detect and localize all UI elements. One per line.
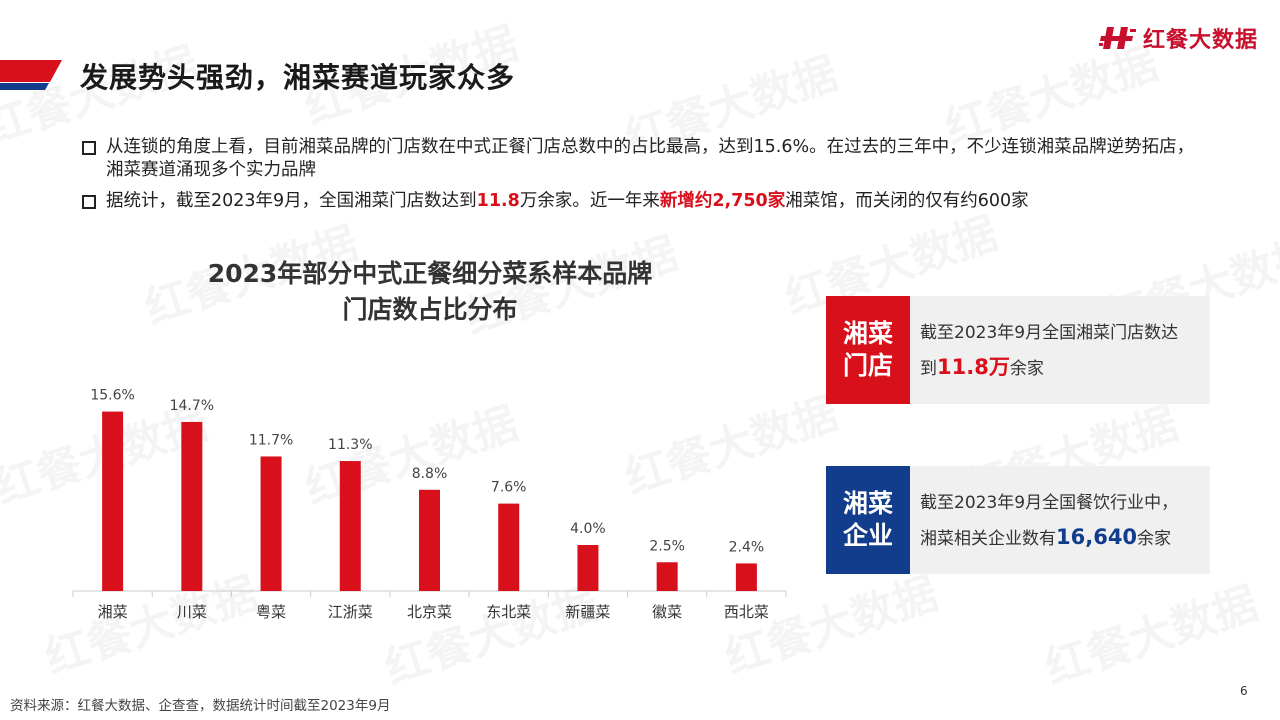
card-line2: 湘菜相关企业数有16,640余家 <box>920 520 1206 556</box>
category-label: 新疆菜 <box>565 603 610 621</box>
info-card-stores: 湘菜 门店 截至2023年9月全国湘菜门店数达 到11.8万余家 <box>826 296 1210 404</box>
bullet-item: 从连锁的角度上看，目前湘菜品牌的门店数在中式正餐门店总数中的占比最高，达到15.… <box>80 136 1210 182</box>
bar <box>181 421 203 591</box>
card-tag: 湘菜 门店 <box>826 296 910 404</box>
card-text: 截至2023年9月全国湘菜门店数达 到11.8万余家 <box>920 316 1206 386</box>
card-number: 16,640 <box>1056 525 1138 549</box>
card-line1: 截至2023年9月全国餐饮行业中， <box>920 493 1179 513</box>
card-tag-line2: 企业 <box>842 521 893 550</box>
bar <box>577 545 599 591</box>
bar <box>498 503 520 591</box>
category-label: 徽菜 <box>652 603 682 621</box>
card-line2-pre: 到 <box>920 359 937 379</box>
bar-value-label: 8.8% <box>412 466 448 482</box>
category-label: 粤菜 <box>256 603 286 621</box>
bar-value-label: 14.7% <box>170 398 214 414</box>
bullet-number: 11.8 <box>476 191 520 211</box>
bar-value-label: 11.3% <box>328 437 372 453</box>
card-line2-post: 余家 <box>1009 359 1044 379</box>
card-tag-line1: 湘菜 <box>842 489 893 518</box>
card-line2: 到11.8万余家 <box>920 350 1206 386</box>
category-label: 西北菜 <box>724 603 769 621</box>
chart-title: 2023年部分中式正餐细分菜系样本品牌 门店数占比分布 <box>110 256 750 328</box>
square-bullet-icon <box>82 141 96 155</box>
bar <box>656 562 678 591</box>
bar <box>735 563 757 591</box>
bar <box>419 489 440 591</box>
card-tag-line2: 门店 <box>842 351 893 380</box>
bar-chart: 15.6% 湘菜 14.7% 川菜 11.7% 粤菜 11.3% 江浙菜 8.8% 北京菜 7.6%… <box>72 388 787 621</box>
chart-title-line2: 门店数占比分布 <box>342 295 518 324</box>
bar-value-label: 2.4% <box>729 539 765 555</box>
bar-value-label: 7.6% <box>491 480 527 496</box>
bar <box>339 461 361 591</box>
card-number: 11.8万 <box>937 355 1010 379</box>
page-number: 6 <box>1240 684 1248 698</box>
logo-text: 红餐大数据 <box>1142 28 1258 53</box>
chart-title-line1: 2023年部分中式正餐细分菜系样本品牌 <box>207 259 653 288</box>
card-line2-post: 余家 <box>1137 529 1172 549</box>
brand-logo: 红餐大数据 <box>1098 22 1258 54</box>
category-label: 东北菜 <box>486 603 531 621</box>
bar-value-label: 15.6% <box>90 388 134 404</box>
title-accent-bar <box>0 60 62 90</box>
bar-value-label: 11.7% <box>249 432 293 448</box>
card-text: 截至2023年9月全国餐饮行业中， 湘菜相关企业数有16,640余家 <box>920 486 1206 556</box>
info-card-companies: 湘菜 企业 截至2023年9月全国餐饮行业中， 湘菜相关企业数有16,640余家 <box>826 466 1210 574</box>
watermark: 红餐大数据 <box>1035 568 1264 697</box>
category-label: 北京菜 <box>407 603 452 621</box>
bullet-item: 据统计，截至2023年9月，全国湘菜门店数达到11.8万余家。近一年来新增约2,… <box>80 190 1210 213</box>
category-label: 湘菜 <box>98 603 128 621</box>
page-title: 发展势头强劲，湘菜赛道玩家众多 <box>80 61 516 94</box>
card-line2-pre: 湘菜相关企业数有 <box>920 529 1056 549</box>
bar-value-label: 2.5% <box>649 538 685 554</box>
bar <box>102 411 124 591</box>
bullet-text: 从连锁的角度上看，目前湘菜品牌的门店数在中式正餐门店总数中的占比最高，达到15.… <box>106 137 1195 180</box>
bullet-list: 从连锁的角度上看，目前湘菜品牌的门店数在中式正餐门店总数中的占比最高，达到15.… <box>80 136 1210 221</box>
card-line1: 截至2023年9月全国湘菜门店数达 <box>920 323 1179 343</box>
category-label: 江浙菜 <box>328 603 373 621</box>
source-note: 资料来源：红餐大数据、企查查，数据统计时间截至2023年9月 <box>10 698 391 714</box>
bar <box>260 456 282 591</box>
bullet-highlight: 新增约2,750家 <box>659 191 786 211</box>
square-bullet-icon <box>82 195 96 209</box>
card-tag-line1: 湘菜 <box>842 319 893 348</box>
bullet-text-mid: 万余家。近一年来 <box>519 191 660 211</box>
bullet-text-post: 湘菜馆，而关闭的仅有约600家 <box>785 191 1029 211</box>
logo-h-icon <box>1098 27 1136 49</box>
category-label: 川菜 <box>177 603 207 621</box>
card-tag: 湘菜 企业 <box>826 466 910 574</box>
bullet-text-pre: 据统计，截至2023年9月，全国湘菜门店数达到 <box>106 191 477 211</box>
bar-value-label: 4.0% <box>570 521 606 537</box>
